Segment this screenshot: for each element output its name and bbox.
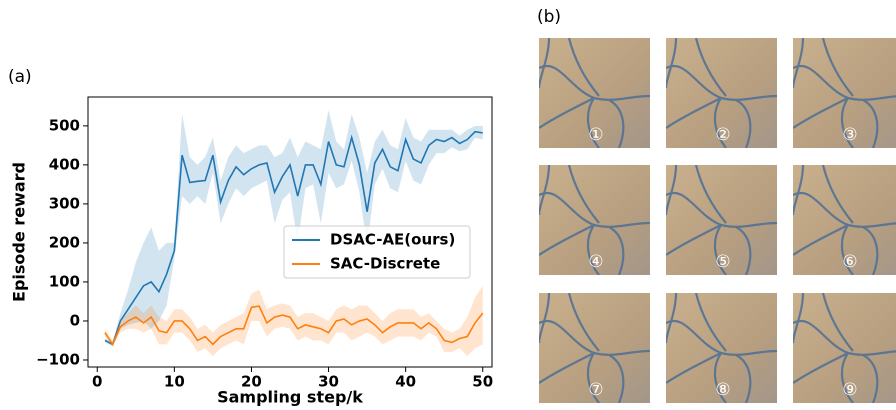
image-number: ⑤ <box>715 252 730 272</box>
x-tick-label: 10 <box>164 373 185 391</box>
y-tick-label: −100 <box>36 350 80 368</box>
panel-label: (a) <box>8 67 32 87</box>
image-number: ③ <box>842 125 857 145</box>
x-tick-label: 0 <box>92 373 102 391</box>
image-number: ② <box>715 125 730 145</box>
y-tick-label: 300 <box>49 194 80 212</box>
y-tick-label: 500 <box>49 116 80 134</box>
y-tick-label: 100 <box>49 272 80 290</box>
x-tick-label: 50 <box>472 373 493 391</box>
y-axis-label: Episode reward <box>10 162 29 302</box>
image-number: ⑨ <box>842 380 857 400</box>
legend-label: DSAC-AE(ours) <box>330 231 455 249</box>
y-tick-label: 400 <box>49 155 80 173</box>
x-tick-label: 40 <box>395 373 416 391</box>
x-axis-label: Sampling step/k <box>217 388 363 407</box>
legend-label: SAC-Discrete <box>330 255 440 273</box>
y-tick-label: 0 <box>70 311 80 329</box>
image-number: ⑦ <box>588 380 603 400</box>
y-tick-label: 200 <box>49 233 80 251</box>
image-number: ④ <box>588 252 603 272</box>
image-grid: ① ② ③ ④ ⑤ ⑥ ⑦ ⑧ ⑨ <box>539 38 896 403</box>
image-number: ① <box>588 125 603 145</box>
figure: (a) (b) −100010020030040050001020304050S… <box>0 0 896 406</box>
image-number: ⑧ <box>715 380 730 400</box>
panel-label: (b) <box>537 7 561 27</box>
image-number: ⑥ <box>842 252 857 272</box>
